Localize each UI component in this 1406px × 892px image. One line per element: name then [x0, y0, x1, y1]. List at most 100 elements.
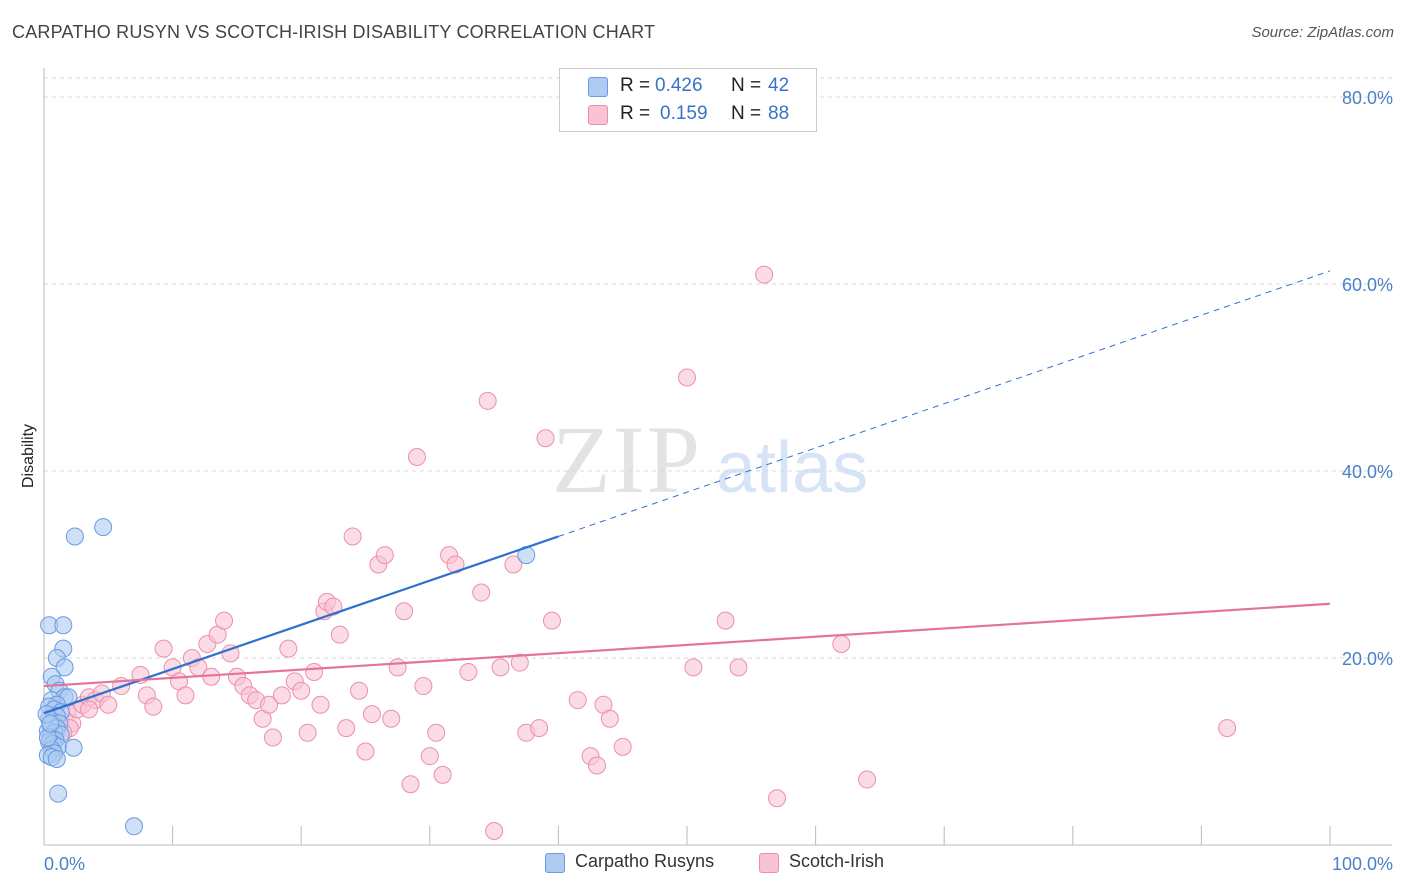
- scotch-irish-point: [1218, 719, 1237, 738]
- series-label-carpatho: Carpatho Rusyns: [575, 851, 715, 871]
- scotch-irish-point: [414, 677, 433, 696]
- scotch-irish-point: [716, 611, 735, 630]
- scotch-irish-point: [600, 709, 619, 728]
- scotch-irish-point: [542, 611, 561, 630]
- scotch-irish-point: [530, 719, 549, 738]
- legend-r-label: R =: [620, 103, 651, 124]
- scotch-irish-point: [330, 625, 349, 644]
- scotch-irish-point: [433, 765, 452, 784]
- scotch-irish-point: [587, 756, 606, 775]
- legend-r-label: R =: [620, 75, 651, 96]
- source-credit: Source: ZipAtlas.com: [1251, 24, 1394, 41]
- legend-r-value: 0.159: [660, 103, 708, 124]
- series-label-scotch-irish: Scotch-Irish: [789, 851, 885, 871]
- y-tick-labels: 20.0% 40.0% 60.0% 80.0%: [1342, 88, 1393, 669]
- scotch-irish-point: [215, 611, 234, 630]
- scotch-irish-point: [420, 747, 439, 766]
- series-swatch-blue: [545, 853, 565, 873]
- x-tick-label: 0.0%: [44, 854, 85, 874]
- stats-legend: R = 0.426 N = 42 R = 0.159 N = 88: [559, 68, 817, 132]
- scotch-irish-point: [382, 709, 401, 728]
- scotch-irish-point: [263, 728, 282, 747]
- scotch-irish-point: [568, 691, 587, 710]
- scotch-irish-point: [472, 583, 491, 602]
- scotch-irish-point: [260, 695, 279, 714]
- carpatho-point: [49, 784, 68, 803]
- watermark: ZIP atlas: [552, 406, 868, 513]
- scotch-irish-point: [858, 770, 877, 789]
- scotch-irish-point: [427, 723, 446, 742]
- scotch-irish-point: [491, 658, 510, 677]
- scotch-irish-point: [684, 658, 703, 677]
- y-tick-label: 60.0%: [1342, 275, 1393, 295]
- scotch-irish-point: [144, 697, 163, 716]
- scotch-irish-point: [362, 705, 381, 724]
- scotch-irish-point: [478, 391, 497, 410]
- scotch-irish-point: [485, 821, 504, 840]
- carpatho-point: [125, 817, 144, 836]
- scotch-irish-point: [755, 265, 774, 284]
- carpatho-point: [65, 527, 84, 546]
- scotch-irish-point: [768, 789, 787, 808]
- scotch-irish-point: [536, 429, 555, 448]
- scotch-irish-point: [446, 555, 465, 574]
- carpatho-point: [47, 749, 66, 768]
- legend-n-label: N =: [731, 75, 762, 96]
- scotch-irish-point: [388, 658, 407, 677]
- chart-title: CARPATHO RUSYN VS SCOTCH-IRISH DISABILIT…: [12, 22, 656, 42]
- scotch-irish-point: [279, 639, 298, 658]
- scotch-irish-point: [729, 658, 748, 677]
- series-swatch-pink: [759, 853, 779, 873]
- carpatho-point: [54, 616, 73, 635]
- scotch-irish-point: [305, 663, 324, 682]
- scotch-irish-point: [337, 719, 356, 738]
- legend-n-value: 42: [768, 75, 790, 96]
- scotch-irish-point: [401, 775, 420, 794]
- legend-r-value: 0.426: [655, 75, 703, 96]
- scotch-irish-point: [678, 368, 696, 387]
- scotch-irish-point: [343, 527, 362, 546]
- legend-swatch-pink: [588, 105, 608, 125]
- scotch-irish-point: [221, 644, 240, 663]
- gridlines: [44, 77, 1392, 659]
- scotch-irish-point: [324, 597, 343, 616]
- carpatho-point: [94, 518, 113, 537]
- scotch-irish-point: [832, 634, 851, 653]
- data-points: [37, 265, 1237, 840]
- scotch-irish-point: [504, 555, 523, 574]
- legend-n-value: 88: [768, 103, 790, 124]
- scotch-irish-point: [459, 663, 478, 682]
- scotch-irish-point: [375, 546, 394, 565]
- trend-lines: [43, 270, 1331, 715]
- scotch-irish-point: [407, 447, 426, 466]
- scotch-irish-point: [80, 700, 99, 719]
- legend-n-label: N =: [731, 103, 762, 124]
- scotch-irish-point: [395, 602, 414, 621]
- scotch-irish-point: [298, 723, 317, 742]
- y-tick-label: 20.0%: [1342, 649, 1393, 669]
- watermark-zip: ZIP: [552, 406, 702, 513]
- scotch-irish-point: [272, 686, 291, 705]
- scotch-irish-point: [356, 742, 375, 761]
- y-tick-label: 40.0%: [1342, 462, 1393, 482]
- scotch-irish-point: [292, 681, 311, 700]
- scotch-irish-point: [154, 639, 173, 658]
- carpatho-point: [55, 658, 74, 677]
- y-tick-label: 80.0%: [1342, 88, 1393, 108]
- scotch-irish-point: [99, 695, 118, 714]
- carpatho-trend-line: [43, 535, 559, 715]
- scotch-irish-point: [176, 686, 195, 705]
- scotch-irish-point: [311, 695, 330, 714]
- watermark-atlas: atlas: [716, 428, 868, 508]
- x-tick-labels: 0.0% 100.0%: [44, 854, 1393, 874]
- scotch-irish-trend-line: [43, 602, 1331, 688]
- scotch-irish-point: [350, 681, 369, 700]
- scotch-irish-point: [613, 737, 632, 756]
- legend-swatch-blue: [588, 77, 608, 97]
- scotch-irish-point: [510, 653, 529, 672]
- carpatho-trend-extension: [558, 270, 1331, 537]
- y-axis-label: Disability: [20, 424, 37, 488]
- x-tick-label: 100.0%: [1332, 854, 1393, 874]
- carpatho-point: [41, 714, 60, 733]
